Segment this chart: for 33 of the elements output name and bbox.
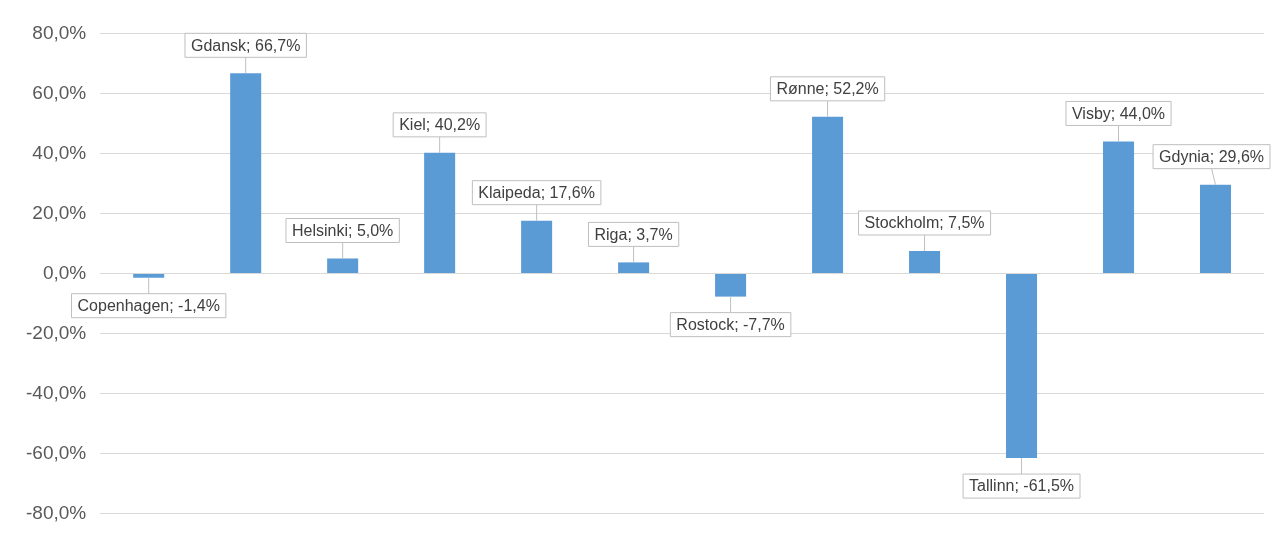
y-tick-label: -60,0% (26, 441, 87, 463)
y-tick-label: -40,0% (26, 381, 87, 403)
data-label: Stockholm; 7,5% (864, 214, 985, 232)
y-tick-label: -20,0% (26, 321, 87, 343)
bar (424, 152, 456, 273)
y-tick-label: 40,0% (32, 141, 87, 163)
data-label: Copenhagen; -1,4% (77, 297, 220, 315)
data-label: Gdynia; 29,6% (1159, 148, 1264, 166)
data-label: Visby; 44,0% (1071, 104, 1166, 122)
bar (133, 274, 165, 278)
bar (327, 258, 359, 273)
data-label: Helsinki; 5,0% (291, 221, 394, 239)
bar (521, 220, 553, 273)
y-tick-label: 20,0% (32, 201, 87, 223)
data-label: Klaipeda; 17,6% (478, 184, 595, 202)
data-label: Rostock; -7,7% (676, 316, 785, 334)
y-tick-label: 60,0% (32, 81, 87, 103)
bar (909, 250, 941, 273)
data-label: Rønne; 52,2% (776, 80, 879, 98)
bar (812, 116, 844, 273)
data-label: Kiel; 40,2% (399, 116, 481, 134)
bar (715, 274, 747, 297)
bar (230, 73, 262, 273)
bar (1103, 141, 1135, 273)
data-label: Tallinn; -61,5% (969, 477, 1075, 495)
data-label: Riga; 3,7% (594, 225, 673, 243)
y-tick-label: 80,0% (32, 21, 87, 43)
y-tick-label: 0,0% (42, 261, 87, 283)
bar (618, 262, 650, 273)
data-label: Gdansk; 66,7% (190, 36, 301, 54)
y-tick-label: -80,0% (26, 501, 87, 523)
bar (1199, 184, 1232, 273)
bar (1006, 274, 1038, 459)
